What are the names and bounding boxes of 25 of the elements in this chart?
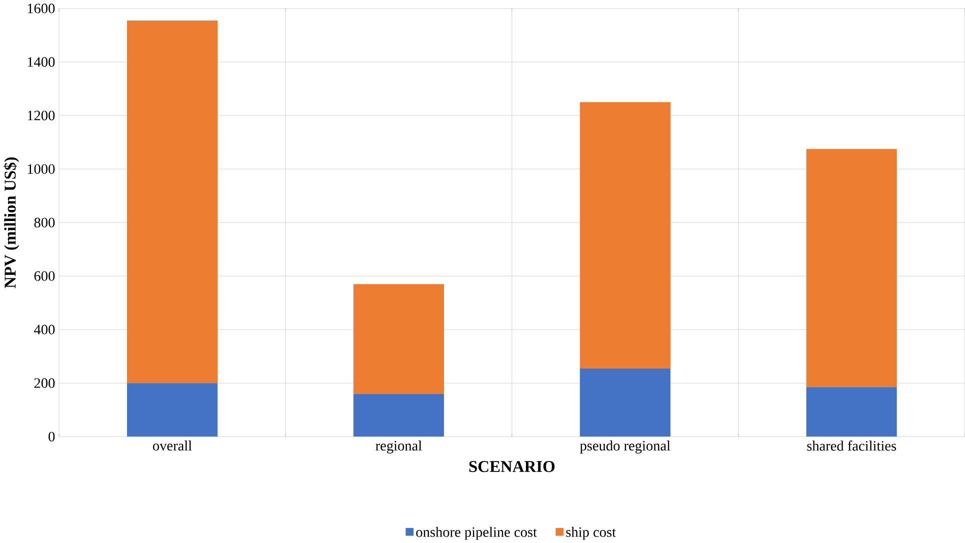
- legend-label: ship cost: [566, 526, 616, 540]
- y-tick-label: 800: [34, 218, 55, 228]
- bar: [126, 20, 218, 384]
- bar: [580, 368, 670, 437]
- y-tick-label: 200: [34, 378, 55, 388]
- y-axis-title: NPV (million US$): [4, 158, 20, 288]
- bar: [580, 102, 670, 368]
- x-tick-label: shared facilities: [807, 440, 896, 451]
- x-tick-label: pseudo regional: [580, 440, 670, 454]
- legend-label: onshore pipeline cost: [416, 526, 537, 540]
- y-tick-label: 1200: [28, 110, 55, 120]
- y-tick-label: 1600: [28, 4, 55, 14]
- y-tick-label: 600: [34, 271, 55, 281]
- x-axis-title: SCENARIO: [469, 461, 555, 472]
- y-tick-label: 1000: [28, 164, 55, 174]
- x-tick-label: overall: [153, 440, 192, 451]
- x-tick-label: regional: [376, 440, 422, 454]
- y-tick-label: 0: [48, 432, 55, 442]
- bar: [806, 149, 897, 388]
- bar: [353, 394, 444, 437]
- y-tick-label: 1400: [28, 57, 55, 67]
- bar: [353, 284, 444, 394]
- y-tick-label: 400: [34, 324, 55, 334]
- bar: [126, 383, 218, 437]
- bar: [806, 387, 897, 437]
